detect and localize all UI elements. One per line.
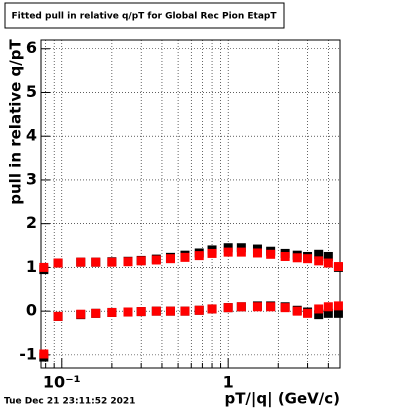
- marker: [165, 254, 175, 264]
- marker: [323, 302, 333, 312]
- marker: [314, 256, 324, 266]
- marker: [280, 251, 290, 261]
- marker: [123, 257, 133, 267]
- marker: [91, 308, 101, 318]
- marker: [333, 308, 343, 318]
- x-tick-label: 10⁻¹: [43, 373, 81, 392]
- marker: [136, 256, 146, 266]
- marker: [53, 311, 63, 321]
- marker: [314, 310, 324, 320]
- x-axis-label: pT/|q| (GeV/c): [224, 390, 340, 409]
- marker: [333, 301, 343, 311]
- y-tick-label: 1: [26, 257, 37, 276]
- marker: [303, 308, 313, 318]
- y-axis-label: pull in relative q/pT: [7, 38, 25, 204]
- marker: [252, 302, 262, 312]
- marker: [207, 248, 217, 258]
- marker: [223, 247, 233, 257]
- marker: [303, 254, 313, 264]
- marker: [207, 304, 217, 314]
- marker: [266, 302, 276, 312]
- chart-title: Fitted pull in relative q/pT for Global …: [11, 12, 277, 22]
- marker: [292, 306, 302, 316]
- marker: [91, 257, 101, 267]
- marker: [180, 252, 190, 262]
- marker: [323, 308, 333, 318]
- marker: [236, 247, 246, 257]
- marker: [123, 307, 133, 317]
- marker: [323, 258, 333, 268]
- marker: [107, 257, 117, 267]
- y-tick-label: 4: [26, 126, 37, 145]
- y-tick-label: 5: [26, 82, 37, 101]
- y-tick-label: 6: [26, 38, 37, 57]
- marker: [136, 307, 146, 317]
- marker: [314, 249, 324, 259]
- marker: [266, 249, 276, 259]
- marker: [194, 305, 204, 315]
- marker: [39, 262, 49, 272]
- marker: [333, 262, 343, 272]
- marker: [53, 258, 63, 268]
- x-tick-label: 1: [223, 373, 234, 392]
- marker: [180, 306, 190, 316]
- marker: [76, 257, 86, 267]
- marker: [39, 349, 49, 359]
- title-box: [4, 2, 285, 29]
- y-tick-label: 2: [26, 213, 37, 232]
- marker: [194, 251, 204, 261]
- marker: [314, 304, 324, 314]
- marker: [76, 309, 86, 319]
- marker: [323, 251, 333, 261]
- marker: [280, 303, 290, 313]
- marker: [223, 303, 233, 313]
- marker: [151, 306, 161, 316]
- y-tick-label: -1: [19, 344, 37, 363]
- marker: [151, 255, 161, 265]
- plot-frame: [40, 39, 341, 369]
- marker: [165, 306, 175, 316]
- marker: [236, 302, 246, 312]
- marker: [107, 307, 117, 317]
- y-tick-label: 0: [26, 301, 37, 320]
- marker: [252, 248, 262, 258]
- footer: Tue Dec 21 23:11:52 2021: [4, 397, 135, 407]
- y-tick-label: 3: [26, 169, 37, 188]
- marker: [292, 253, 302, 263]
